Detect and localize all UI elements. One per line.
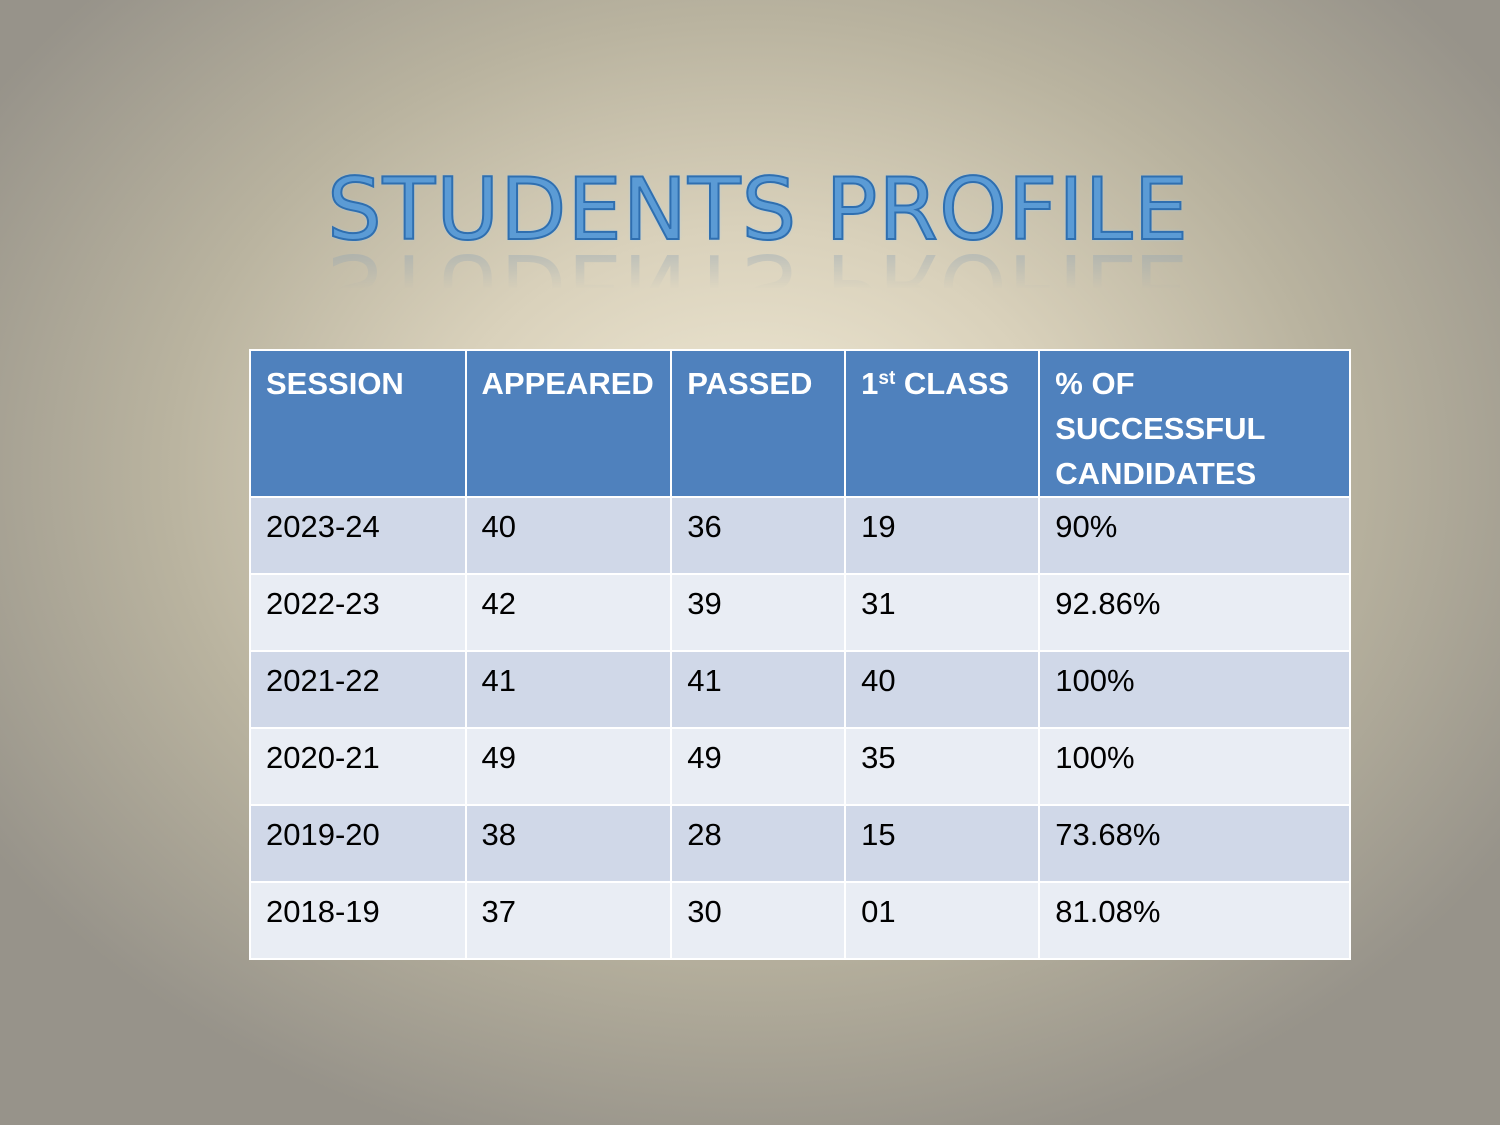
table-row: 2019-20 38 28 15 73.68% bbox=[249, 804, 1351, 883]
first-class-sup: st bbox=[878, 368, 896, 389]
header-passed: PASSED bbox=[670, 349, 847, 498]
cell-appeared: 42 bbox=[464, 573, 673, 652]
table-row: 2023-24 40 36 19 90% bbox=[249, 496, 1351, 575]
cell-session: 2023-24 bbox=[249, 496, 467, 575]
page-title: STUDENTS PROFILE bbox=[326, 159, 1189, 261]
cell-session: 2018-19 bbox=[249, 881, 467, 960]
cell-success-percent: 90% bbox=[1038, 496, 1351, 575]
cell-session: 2019-20 bbox=[249, 804, 467, 883]
cell-success-percent: 81.08% bbox=[1038, 881, 1351, 960]
cell-session: 2020-21 bbox=[249, 727, 467, 806]
cell-first-class: 31 bbox=[844, 573, 1041, 652]
cell-appeared: 40 bbox=[464, 496, 673, 575]
students-profile-table: SESSION APPEARED PASSED 1st CLASS % OF S… bbox=[249, 349, 1351, 960]
table-row: 2018-19 37 30 01 81.08% bbox=[249, 881, 1351, 960]
table-header-row: SESSION APPEARED PASSED 1st CLASS % OF S… bbox=[249, 349, 1351, 498]
header-success-percent: % OF SUCCESSFUL CANDIDATES bbox=[1038, 349, 1351, 498]
cell-passed: 41 bbox=[670, 650, 847, 729]
cell-passed: 28 bbox=[670, 804, 847, 883]
cell-appeared: 38 bbox=[464, 804, 673, 883]
cell-appeared: 41 bbox=[464, 650, 673, 729]
cell-passed: 49 bbox=[670, 727, 847, 806]
cell-passed: 30 bbox=[670, 881, 847, 960]
header-appeared: APPEARED bbox=[464, 349, 673, 498]
title-reflection: STUDENTS PROFILE bbox=[327, 234, 1189, 334]
header-first-class: 1st CLASS bbox=[844, 349, 1041, 498]
first-class-number: 1 bbox=[861, 366, 879, 401]
cell-first-class: 19 bbox=[844, 496, 1041, 575]
cell-first-class: 15 bbox=[844, 804, 1041, 883]
cell-first-class: 40 bbox=[844, 650, 1041, 729]
cell-appeared: 37 bbox=[464, 881, 673, 960]
header-session: SESSION bbox=[249, 349, 467, 498]
cell-first-class: 01 bbox=[844, 881, 1041, 960]
cell-session: 2021-22 bbox=[249, 650, 467, 729]
cell-success-percent: 92.86% bbox=[1038, 573, 1351, 652]
cell-success-percent: 100% bbox=[1038, 727, 1351, 806]
cell-session: 2022-23 bbox=[249, 573, 467, 652]
title-area: STUDENTS PROFILE STUDENTS PROFILE bbox=[0, 159, 1500, 334]
table-row: 2021-22 41 41 40 100% bbox=[249, 650, 1351, 729]
cell-passed: 39 bbox=[670, 573, 847, 652]
first-class-label: CLASS bbox=[903, 366, 1009, 401]
cell-success-percent: 100% bbox=[1038, 650, 1351, 729]
cell-passed: 36 bbox=[670, 496, 847, 575]
cell-success-percent: 73.68% bbox=[1038, 804, 1351, 883]
cell-appeared: 49 bbox=[464, 727, 673, 806]
table-row: 2020-21 49 49 35 100% bbox=[249, 727, 1351, 806]
table-row: 2022-23 42 39 31 92.86% bbox=[249, 573, 1351, 652]
cell-first-class: 35 bbox=[844, 727, 1041, 806]
